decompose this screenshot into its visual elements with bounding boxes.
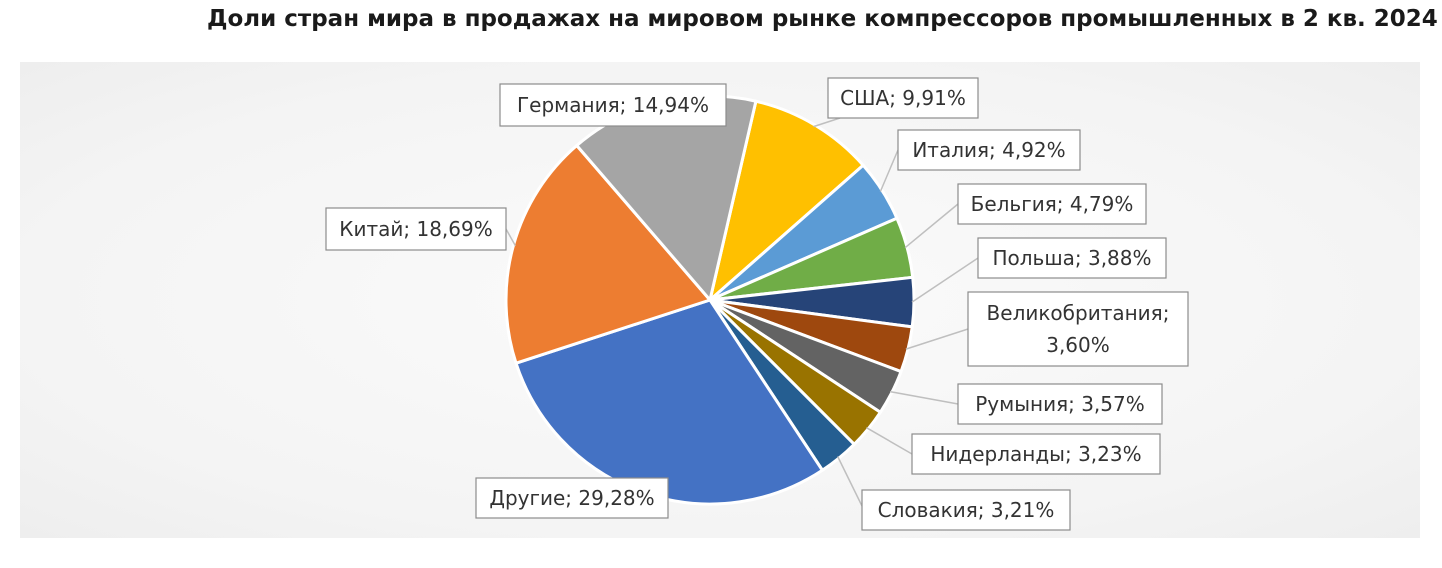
- data-label-box: [827, 77, 979, 119]
- data-label: Великобритания; 3,60%: [987, 301, 1170, 357]
- data-label-box: [499, 83, 727, 127]
- leader-line: [879, 149, 899, 192]
- data-label-box: [911, 433, 1161, 475]
- data-label: Румыния; 3,57%: [975, 392, 1145, 416]
- data-label-box: [325, 207, 507, 251]
- data-label: Нидерланды; 3,23%: [930, 442, 1141, 466]
- data-label: Другие; 29,28%: [489, 486, 654, 510]
- leader-line: [813, 117, 841, 128]
- data-label: Италия; 4,92%: [912, 138, 1065, 162]
- data-label-box: [475, 477, 669, 519]
- data-label-box: [977, 237, 1167, 279]
- data-label: Китай; 18,69%: [339, 217, 492, 241]
- pie-slice: [708, 99, 865, 302]
- leader-line: [889, 390, 959, 405]
- data-label-box: [967, 291, 1189, 367]
- data-label: Словакия; 3,21%: [878, 498, 1055, 522]
- data-label: Польша; 3,88%: [992, 246, 1151, 270]
- pie-slice: [504, 144, 712, 365]
- leader-line: [505, 228, 517, 247]
- data-label-box: [897, 129, 1081, 171]
- chart-title: Доли стран мира в продажах на мировом ры…: [207, 6, 1438, 32]
- data-label: Германия; 14,94%: [517, 93, 709, 117]
- data-label-box: [861, 489, 1071, 531]
- leader-line: [904, 203, 959, 249]
- leader-line: [837, 456, 863, 507]
- leader-line: [866, 427, 913, 455]
- leader-line: [905, 328, 969, 350]
- data-label-box: [957, 383, 1163, 425]
- data-label-box: [957, 183, 1147, 225]
- data-label: Бельгия; 4,79%: [971, 192, 1134, 216]
- leader-line: [911, 257, 979, 303]
- data-label: США; 9,91%: [840, 86, 966, 110]
